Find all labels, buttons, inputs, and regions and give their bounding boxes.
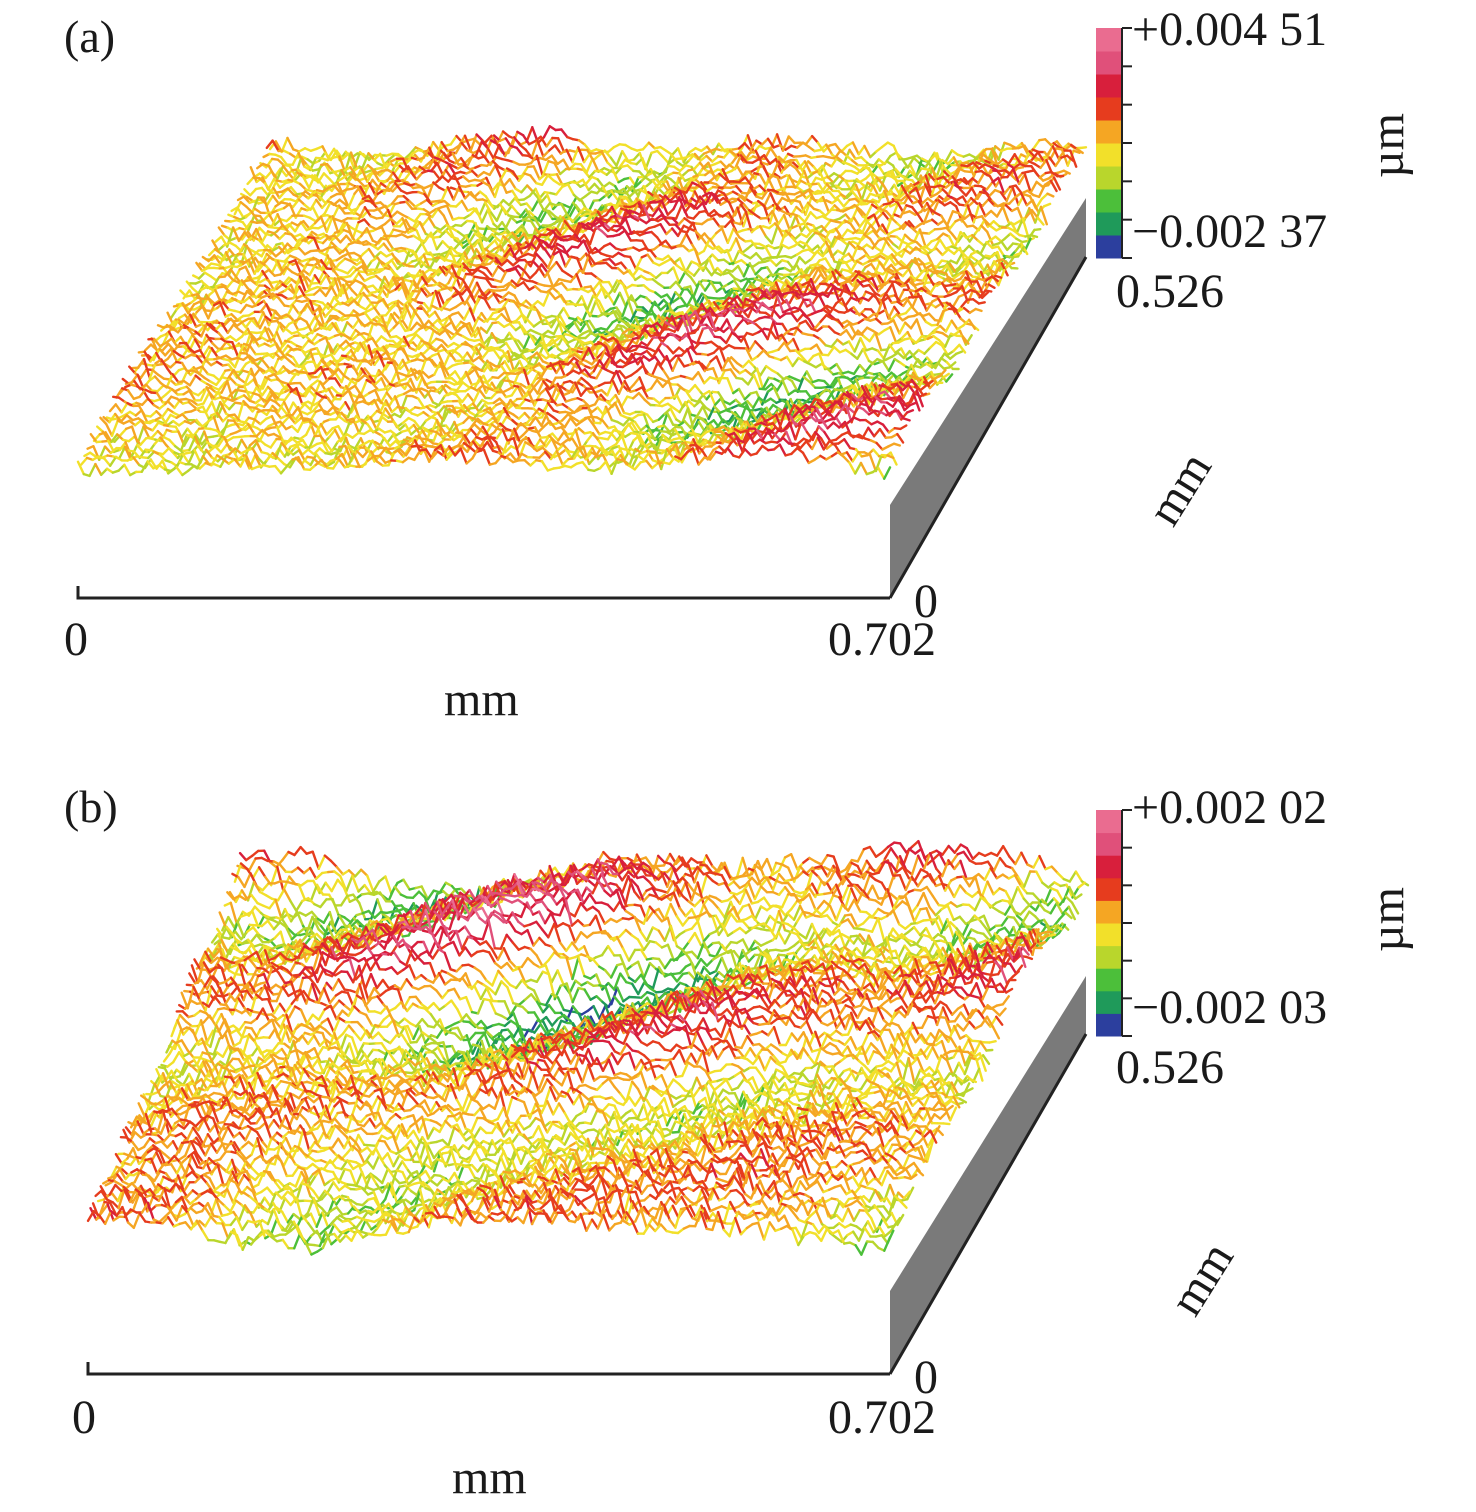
- surface-side-wall: [890, 198, 1086, 598]
- y-axis-end-label-a: 0.526: [1116, 265, 1224, 318]
- y-axis-line: [888, 1033, 1088, 1375]
- x-axis-start-label-a: 0: [64, 613, 88, 666]
- y-axis-line: [888, 256, 1088, 599]
- colorbar-unit-b: µm: [1361, 887, 1414, 952]
- surface-plot-b: [86, 809, 1132, 1376]
- x-axis-unit-b: mm: [452, 1451, 527, 1504]
- colorbar: [1096, 809, 1132, 1037]
- x-axis-end-label-b: 0.702: [828, 1391, 936, 1444]
- y-axis-start-label-a: 0: [914, 575, 938, 628]
- y-axis-end-label-b: 0.526: [1116, 1041, 1224, 1094]
- x-axis-line: [76, 586, 890, 600]
- colorbar-unit-a: µm: [1361, 113, 1414, 178]
- colorbar-min-label-b: −0.002 03: [1132, 981, 1328, 1034]
- panel-label-a: (a): [64, 11, 116, 62]
- colorbar-min-label-a: −0.002 37: [1132, 205, 1328, 258]
- surface-plot-a: [76, 27, 1132, 600]
- colorbar-max-label-b: +0.002 02: [1132, 781, 1328, 834]
- x-axis-end-label-a: 0.702: [828, 613, 936, 666]
- panel-label-b: (b): [64, 781, 118, 832]
- panel-a: (a) +0.004 51 −0.002 37 µm 0.526 mm 0 0 …: [64, 3, 1414, 726]
- panel-b: (b) +0.002 02 −0.002 03 µm 0.526 mm 0 0 …: [0, 756, 1476, 1512]
- surface-side-wall: [890, 976, 1086, 1374]
- colorbar: [1096, 27, 1132, 259]
- colorbar-max-label-a: +0.004 51: [1132, 3, 1328, 56]
- surface-texture: [76, 125, 1088, 480]
- y-axis-start-label-b: 0: [914, 1351, 938, 1404]
- surface-texture: [86, 839, 1090, 1256]
- x-axis-unit-a: mm: [444, 673, 519, 726]
- x-axis-line: [86, 1362, 890, 1376]
- x-axis-start-label-b: 0: [72, 1391, 96, 1444]
